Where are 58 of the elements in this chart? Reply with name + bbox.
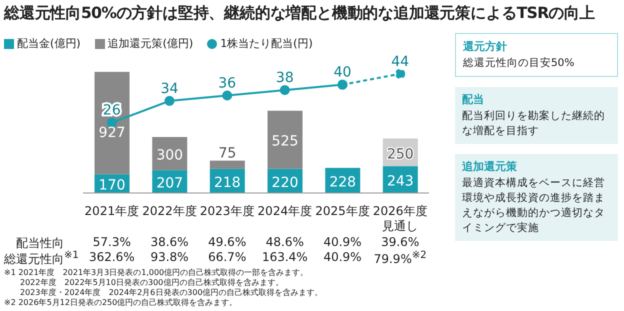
text: 66.7% xyxy=(208,250,246,264)
data-label: 218 xyxy=(214,174,241,191)
x-tick-label: 2024年度 xyxy=(258,204,312,218)
text: 163.4% xyxy=(260,250,309,264)
data-label: 525 xyxy=(272,134,298,150)
legend-label: 追加還元策(億円) xyxy=(106,36,194,51)
x-tick-label: 2025年度 xyxy=(315,204,370,218)
text: 39.6% xyxy=(380,235,420,249)
data-label: 228 xyxy=(329,174,356,190)
text: 総還元性向の目安50% xyxy=(463,56,576,71)
data-label: 38 xyxy=(276,70,294,86)
text: 2023年度・2024年度 2024年2月6日発表の300億円の自己株式取得を含みます。 xyxy=(20,287,323,298)
x-tick-label: 2021年度 xyxy=(84,204,140,218)
data-label: 26 xyxy=(102,102,121,119)
data-label: 300 xyxy=(156,148,184,164)
data-label: 36 xyxy=(218,76,236,92)
bar xyxy=(94,72,130,174)
text: 2022年度 2022年5月10日発表の300億円の自己株式取得を含みます。 xyxy=(20,277,284,288)
text: ※1 2021年度 2021年3月3日発表の1,000億円の自己株式取得の一部を含みます。 xyxy=(4,267,308,278)
legend-label: 1株当たり配当(円) xyxy=(219,36,313,51)
x-tick-label: 2023年度 xyxy=(200,204,254,218)
text: 最適資本構成をベースに経営環境や成長投資の進捗を踏まえながら機動的かつ適切なタイミングで実施 xyxy=(462,176,606,236)
data-label: 170 xyxy=(98,178,126,194)
x-tick-label: 2026年度見通し xyxy=(372,204,428,233)
data-label: 250 xyxy=(387,146,414,162)
legend-label: 配当金(億円) xyxy=(16,36,81,51)
text: 追加還元策 xyxy=(462,159,518,174)
chart-title: 総還元性向50%の方針は堅持、継続的な増配と機動的な追加還元策によるTSRの向上 xyxy=(4,3,595,24)
text: 49.6% xyxy=(207,235,248,249)
text: 48.6% xyxy=(264,235,305,249)
text: ※2 2026年5月12日発表の250億円の自己株式取得を含みます。 xyxy=(4,297,238,308)
text: 総還元性向$^{※1}$ xyxy=(4,250,79,268)
text: 93.8% xyxy=(150,250,189,264)
point xyxy=(395,68,406,79)
bar xyxy=(268,110,303,169)
bar xyxy=(210,160,245,169)
data-label: 243 xyxy=(387,174,414,190)
text: 362.6% xyxy=(88,250,135,264)
text: 還元方針 xyxy=(463,39,508,54)
point xyxy=(222,90,232,100)
text: 40.9% xyxy=(322,235,363,249)
text: 57.3% xyxy=(92,235,132,249)
data-label: 927 xyxy=(98,125,126,142)
data-label: 207 xyxy=(156,176,184,192)
x-tick-label: 2022年度 xyxy=(142,204,197,218)
text: 38.6% xyxy=(149,235,190,249)
data-label: 44 xyxy=(391,54,410,70)
text: 40.9% xyxy=(323,250,362,264)
text: 配当性向 xyxy=(15,235,65,252)
data-label: 220 xyxy=(272,174,298,191)
text: 79.9%$^{※2}$ xyxy=(372,250,428,266)
point xyxy=(280,85,290,96)
data-label: 34 xyxy=(160,80,178,97)
data-label: 40 xyxy=(334,64,352,81)
text: 配当 xyxy=(462,92,485,107)
point xyxy=(164,96,174,106)
text: 配当利回りを勘案した継続的な増配を目指す xyxy=(462,109,606,139)
data-label: 75 xyxy=(218,146,236,162)
